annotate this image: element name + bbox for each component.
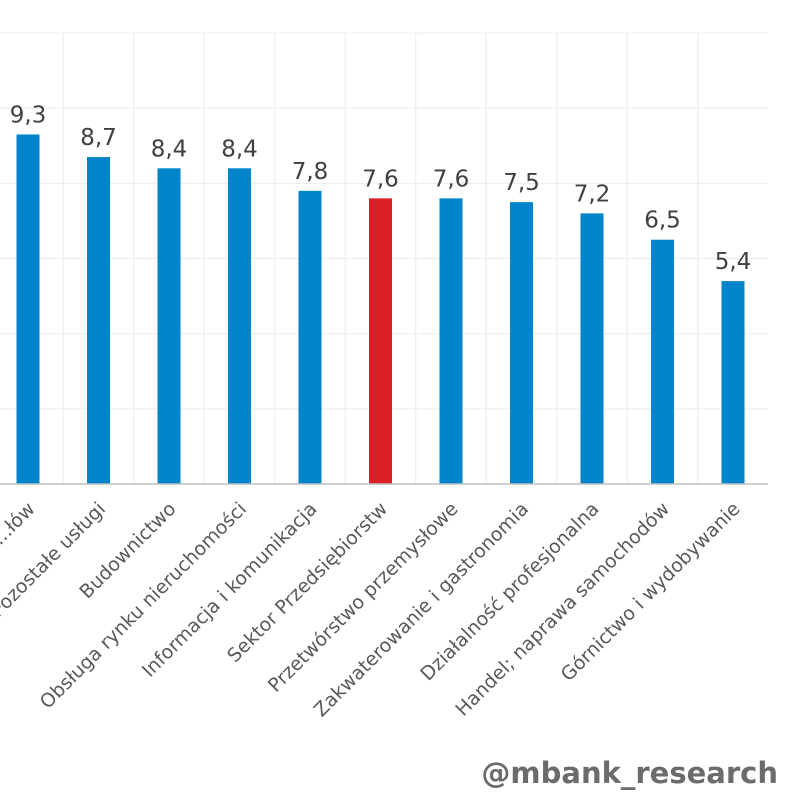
bar — [87, 157, 110, 484]
bar — [298, 190, 322, 484]
bar — [369, 198, 392, 484]
bar — [157, 168, 181, 485]
bar — [439, 198, 463, 484]
bar-value-label: 5,4 — [715, 249, 752, 275]
bar — [16, 134, 40, 484]
bars — [16, 134, 745, 485]
watermark-handle: @mbank_research — [481, 756, 778, 790]
bar-value-label: 7,2 — [574, 181, 611, 207]
value-labels: 9,3 8,7 8,4 8,4 7,8 7,6 7,6 7,5 7,2 6,5 5,4 — [10, 102, 752, 275]
bar — [580, 213, 604, 484]
category-label: ...łów — [0, 498, 40, 549]
bar-value-label: 7,6 — [433, 166, 470, 192]
bar-value-label: 7,8 — [292, 159, 329, 185]
bar-value-label: 8,4 — [221, 136, 258, 162]
bar — [721, 281, 745, 484]
bar — [651, 239, 674, 484]
bar-value-label: 9,3 — [10, 102, 47, 128]
bar-value-label: 6,5 — [644, 208, 681, 234]
grid-lines — [0, 32, 768, 484]
bar — [228, 168, 251, 485]
bar-value-label: 8,4 — [151, 136, 188, 162]
bar-value-label: 7,5 — [503, 170, 540, 196]
bar-value-label: 7,6 — [362, 166, 399, 192]
bar — [510, 202, 533, 484]
bar-value-label: 8,7 — [80, 125, 117, 151]
